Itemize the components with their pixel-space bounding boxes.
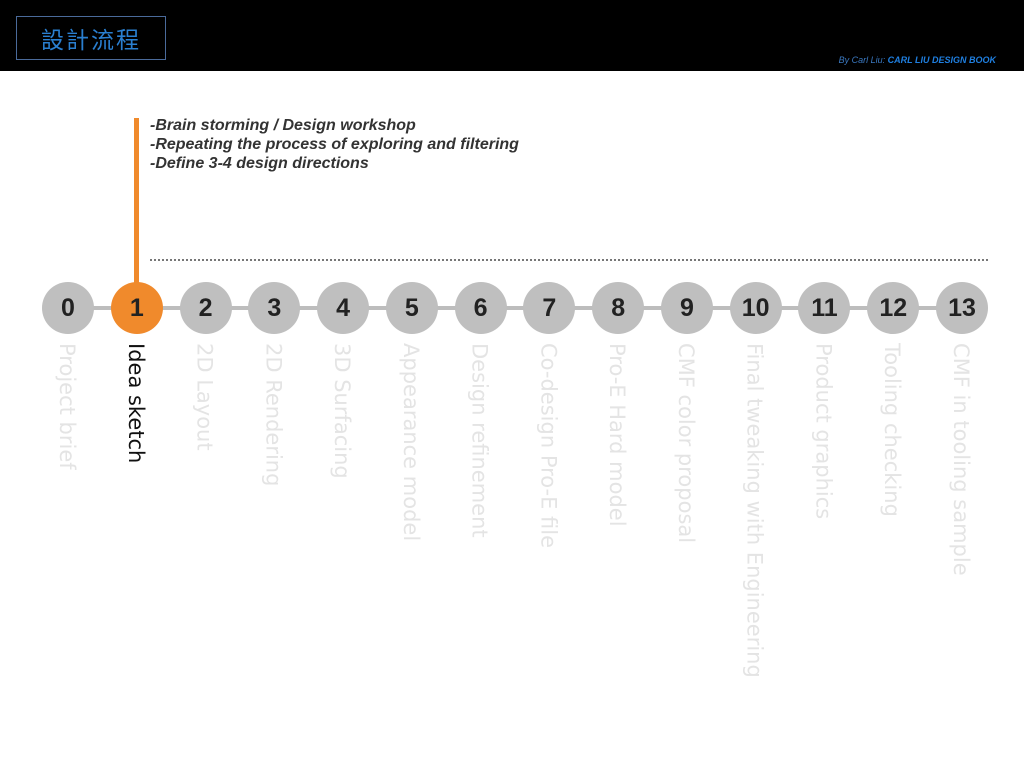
- step-notes: -Brain storming / Design workshop -Repea…: [150, 116, 519, 173]
- step-node[interactable]: 4: [317, 282, 370, 334]
- step-label: Product graphics: [811, 343, 836, 520]
- page-title: 設計流程: [16, 16, 166, 60]
- step-label: 2D Layout: [192, 343, 217, 451]
- step-node[interactable]: 11: [798, 282, 851, 334]
- step-label: CMF in tooling sample: [949, 343, 973, 576]
- step-label: Project brief: [55, 343, 79, 470]
- step-node[interactable]: 5: [385, 282, 438, 334]
- step-node[interactable]: 2: [179, 282, 232, 334]
- active-step-stem: [134, 118, 139, 288]
- header-bar: 設計流程 By Carl Liu: CARL LIU DESIGN BOOK: [0, 0, 1024, 71]
- note: -Define 3-4 design directions: [150, 155, 369, 172]
- step-node[interactable]: 13: [936, 282, 988, 334]
- credit-book: CARL LIU DESIGN BOOK: [887, 55, 996, 65]
- step-node[interactable]: 0: [42, 282, 94, 334]
- step-label: Co-design Pro-E file: [536, 343, 561, 549]
- step-node[interactable]: 8: [592, 282, 645, 334]
- step-label: Appearance model: [398, 343, 423, 542]
- step-node[interactable]: 6: [454, 282, 507, 334]
- step-node[interactable]: 7: [523, 282, 576, 334]
- step-label: Pro-E Hard model: [605, 343, 630, 527]
- step-label: 3D Surfacing: [330, 343, 355, 479]
- step-label: Tooling checking: [880, 343, 905, 517]
- note: -Brain storming / Design workshop: [150, 117, 416, 134]
- timeline-line: [68, 306, 962, 310]
- step-label: Idea sketch: [123, 343, 148, 464]
- step-node[interactable]: 1: [110, 282, 163, 334]
- step-node[interactable]: 3: [248, 282, 301, 334]
- step-node[interactable]: 10: [729, 282, 782, 334]
- step-label: Design refinement: [467, 343, 492, 538]
- dotted-divider: [150, 259, 988, 261]
- step-node[interactable]: 12: [867, 282, 920, 334]
- credit: By Carl Liu: CARL LIU DESIGN BOOK: [839, 55, 996, 65]
- note: -Repeating the process of exploring and …: [150, 136, 519, 153]
- credit-prefix: By Carl Liu:: [838, 55, 886, 65]
- step-label: CMF color proposal: [673, 343, 698, 544]
- step-node[interactable]: 9: [660, 282, 713, 334]
- step-label: Final tweaking with Engineering: [742, 343, 767, 678]
- step-label: 2D Rendering: [261, 343, 286, 487]
